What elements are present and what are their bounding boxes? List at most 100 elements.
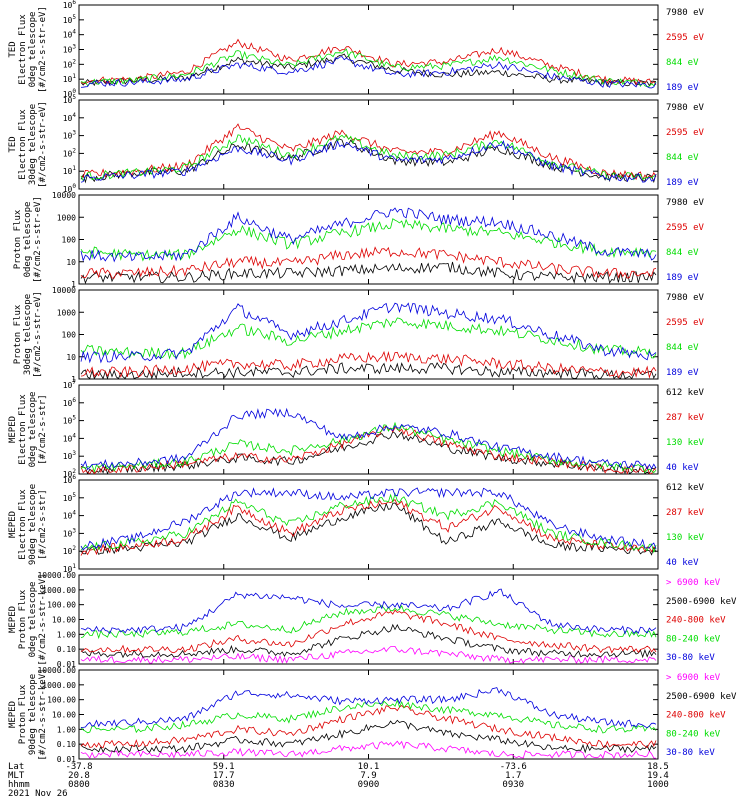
- y-axis-label-line: 30deg telescope: [23, 294, 33, 375]
- legend-entry: 30-80 keV: [666, 653, 715, 663]
- y-axis-label-line: 30deg telescope: [28, 104, 38, 185]
- y-axis-label-line: [#/cm2-s-str-keV]: [38, 573, 48, 665]
- legend-entry: 844 eV: [666, 248, 699, 258]
- footer-mlt: 17.7: [213, 771, 235, 781]
- series-trace-blue: [80, 588, 657, 635]
- legend-entry: 189 eV: [666, 368, 699, 378]
- y-axis-label-line: 0deg telescope: [28, 392, 38, 468]
- footer-hhmm: 0830: [213, 780, 235, 790]
- y-axis-label: MEPED Electron Flux 90deg telescope [#/cm2-…: [8, 484, 48, 565]
- y-tick-label: 100.00: [47, 696, 76, 705]
- series-trace-blue: [80, 139, 657, 183]
- legend-entry: 189 eV: [666, 273, 699, 283]
- y-axis-label-line: Electron Flux: [18, 489, 28, 560]
- footer-lat: -37.8: [65, 762, 92, 772]
- y-tick-label: 0.01: [57, 660, 76, 669]
- y-tick-label: 104: [63, 112, 77, 123]
- legend-entry: 130 keV: [666, 438, 705, 448]
- legend-entry: 844 eV: [666, 343, 699, 353]
- series-trace-blue: [80, 302, 657, 364]
- panel-frame-2: [78, 99, 659, 190]
- y-tick-label: 105: [63, 415, 77, 426]
- footer-mlt: 1.7: [505, 771, 521, 781]
- y-axis-label-line: Proton Flux: [13, 209, 23, 269]
- series-trace-green: [80, 699, 657, 734]
- y-tick-label: 101: [63, 563, 77, 574]
- legend-entry: 844 eV: [666, 58, 699, 68]
- footer-hhmm: 0900: [358, 780, 380, 790]
- y-tick-label: 103: [63, 130, 77, 141]
- series-trace-black: [80, 719, 657, 754]
- y-axis-label: TED Electron Flux 30deg telescope [#/cm2-s-…: [8, 101, 48, 188]
- y-axis-label-line: MEPED: [8, 701, 18, 728]
- legend-entry: 80-240 keV: [666, 634, 721, 644]
- series-trace-blue: [80, 56, 657, 89]
- y-axis-label: MEPED Proton Flux 90deg telescope [#/cm2-s-…: [8, 668, 48, 760]
- legend-entry: 240-800 keV: [666, 711, 726, 721]
- y-tick-label: 10000.00: [37, 666, 76, 675]
- series-trace-magenta: [80, 645, 657, 664]
- y-tick-label: 0.01: [57, 755, 76, 764]
- y-tick-label: 100: [62, 331, 77, 340]
- footer-lat: -73.6: [500, 762, 527, 772]
- y-tick-label: 1000: [57, 213, 76, 222]
- y-tick-label: 10000: [52, 191, 76, 200]
- y-tick-label: 10000.00: [37, 571, 76, 580]
- series-trace-green: [80, 317, 657, 360]
- series-trace-red: [80, 123, 657, 181]
- series-trace-black: [80, 138, 657, 184]
- y-axis-label-line: Proton Flux: [13, 304, 23, 364]
- y-tick-label: 104: [63, 510, 77, 521]
- y-tick-label: 102: [63, 545, 77, 556]
- y-tick-label: 1: [71, 375, 76, 384]
- footer-lat: 59.1: [213, 762, 235, 772]
- series-trace-green: [80, 218, 657, 262]
- y-axis-label-line: Electron Flux: [18, 14, 28, 85]
- y-tick-label: 100.00: [47, 601, 76, 610]
- legend-entry: 189 eV: [666, 83, 699, 93]
- footer-hhmm: 0930: [502, 780, 524, 790]
- y-tick-label: 1000.00: [42, 681, 76, 690]
- y-tick-label: 104: [63, 29, 77, 40]
- y-tick-label: 100: [63, 183, 77, 194]
- y-tick-label: 100: [63, 88, 77, 99]
- y-tick-label: 1.00: [57, 725, 76, 734]
- series-trace-green: [80, 421, 657, 474]
- legend-entry: 287 keV: [666, 508, 705, 518]
- footer-mlt: 7.9: [360, 771, 376, 781]
- y-axis-label: MEPED Proton Flux 0deg telescope [#/cm2-s-s…: [8, 573, 48, 665]
- series-trace-black: [80, 431, 657, 475]
- y-tick-label: 105: [63, 492, 77, 503]
- y-axis-label-line: 90deg telescope: [28, 484, 38, 565]
- legend-entry: 287 keV: [666, 413, 705, 423]
- series-trace-black: [80, 502, 657, 556]
- series-trace-red: [80, 246, 657, 279]
- panel-frame-4: [78, 289, 659, 380]
- y-axis-label-line: Electron Flux: [18, 394, 28, 465]
- series-trace-red: [80, 350, 657, 379]
- series-trace-green: [80, 134, 657, 182]
- footer-mlt: 20.8: [68, 771, 90, 781]
- legend-entry: 2595 eV: [666, 128, 705, 138]
- legend-entry: 2595 eV: [666, 318, 705, 328]
- y-axis-label-line: MEPED: [8, 511, 18, 538]
- legend-entry: 844 eV: [666, 153, 699, 163]
- y-tick-label: 106: [63, 0, 77, 10]
- y-tick-label: 100: [62, 236, 77, 245]
- legend-entry: 30-80 keV: [666, 748, 715, 758]
- legend-entry: 40 keV: [666, 463, 699, 473]
- series-trace-green: [80, 48, 657, 88]
- y-axis-label-line: Electron Flux: [18, 109, 28, 180]
- y-tick-label: 1000: [57, 308, 76, 317]
- y-axis-label-line: 0deg telescope: [23, 202, 33, 278]
- legend-entry: 612 keV: [666, 388, 705, 398]
- y-tick-label: 102: [63, 147, 77, 158]
- series-trace-black: [80, 53, 657, 88]
- series-trace-blue: [80, 407, 657, 471]
- legend-entry: 2595 eV: [666, 223, 705, 233]
- series-trace-blue: [80, 487, 657, 551]
- footer-hhmm: 1000: [647, 780, 669, 790]
- series-trace-red: [80, 498, 657, 556]
